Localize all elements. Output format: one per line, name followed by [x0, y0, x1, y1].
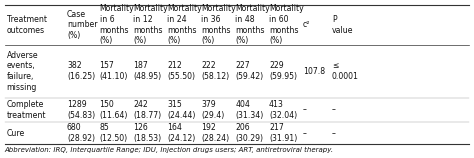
Text: 187
(48.95): 187 (48.95) [133, 61, 162, 81]
Text: 222
(58.12): 222 (58.12) [201, 61, 229, 81]
Text: Adverse
events,
failure,
missing: Adverse events, failure, missing [7, 51, 38, 92]
Text: Mortality
in 60
months
(%): Mortality in 60 months (%) [269, 4, 304, 46]
Text: 107.8: 107.8 [303, 67, 325, 76]
Text: 192
(28.24): 192 (28.24) [201, 123, 229, 143]
Text: 379
(29.4): 379 (29.4) [201, 100, 225, 120]
Text: Mortality
in 6
months
(%): Mortality in 6 months (%) [100, 4, 134, 46]
Text: 1289
(54.83): 1289 (54.83) [67, 100, 95, 120]
Text: 227
(59.42): 227 (59.42) [235, 61, 263, 81]
Text: –: – [303, 106, 307, 114]
Text: 680
(28.92): 680 (28.92) [67, 123, 95, 143]
Text: c²: c² [303, 20, 310, 29]
Text: P
value: P value [332, 15, 353, 35]
Text: Case
number
(%): Case number (%) [67, 9, 98, 40]
Text: Mortality
in 48
months
(%): Mortality in 48 months (%) [235, 4, 270, 46]
Text: 126
(18.53): 126 (18.53) [133, 123, 162, 143]
Text: –: – [332, 106, 336, 114]
Text: Cure: Cure [7, 129, 25, 138]
Text: 382
(16.25): 382 (16.25) [67, 61, 95, 81]
Text: Mortality
in 12
months
(%): Mortality in 12 months (%) [133, 4, 168, 46]
Text: –: – [332, 129, 336, 138]
Text: 242
(18.77): 242 (18.77) [133, 100, 162, 120]
Text: 206
(30.29): 206 (30.29) [235, 123, 263, 143]
Text: Mortality
in 24
months
(%): Mortality in 24 months (%) [167, 4, 202, 46]
Text: 413
(32.04): 413 (32.04) [269, 100, 297, 120]
Text: –: – [303, 129, 307, 138]
Text: Complete
treatment: Complete treatment [7, 100, 46, 120]
Text: 157
(41.10): 157 (41.10) [100, 61, 128, 81]
Text: 85
(12.50): 85 (12.50) [100, 123, 128, 143]
Text: 404
(31.34): 404 (31.34) [235, 100, 264, 120]
Text: 150
(11.64): 150 (11.64) [100, 100, 128, 120]
Text: 217
(31.91): 217 (31.91) [269, 123, 297, 143]
Text: 229
(59.95): 229 (59.95) [269, 61, 297, 81]
Text: 164
(24.12): 164 (24.12) [167, 123, 196, 143]
Text: 315
(24.44): 315 (24.44) [167, 100, 196, 120]
Text: Treatment
outcomes: Treatment outcomes [7, 15, 46, 35]
Text: ≤
0.0001: ≤ 0.0001 [332, 61, 359, 81]
Text: Abbreviation: IRQ, Interquartile Range; IDU, Injection drugs users; ART, antiret: Abbreviation: IRQ, Interquartile Range; … [5, 147, 334, 153]
Text: 212
(55.50): 212 (55.50) [167, 61, 195, 81]
Text: Mortality
in 36
months
(%): Mortality in 36 months (%) [201, 4, 236, 46]
